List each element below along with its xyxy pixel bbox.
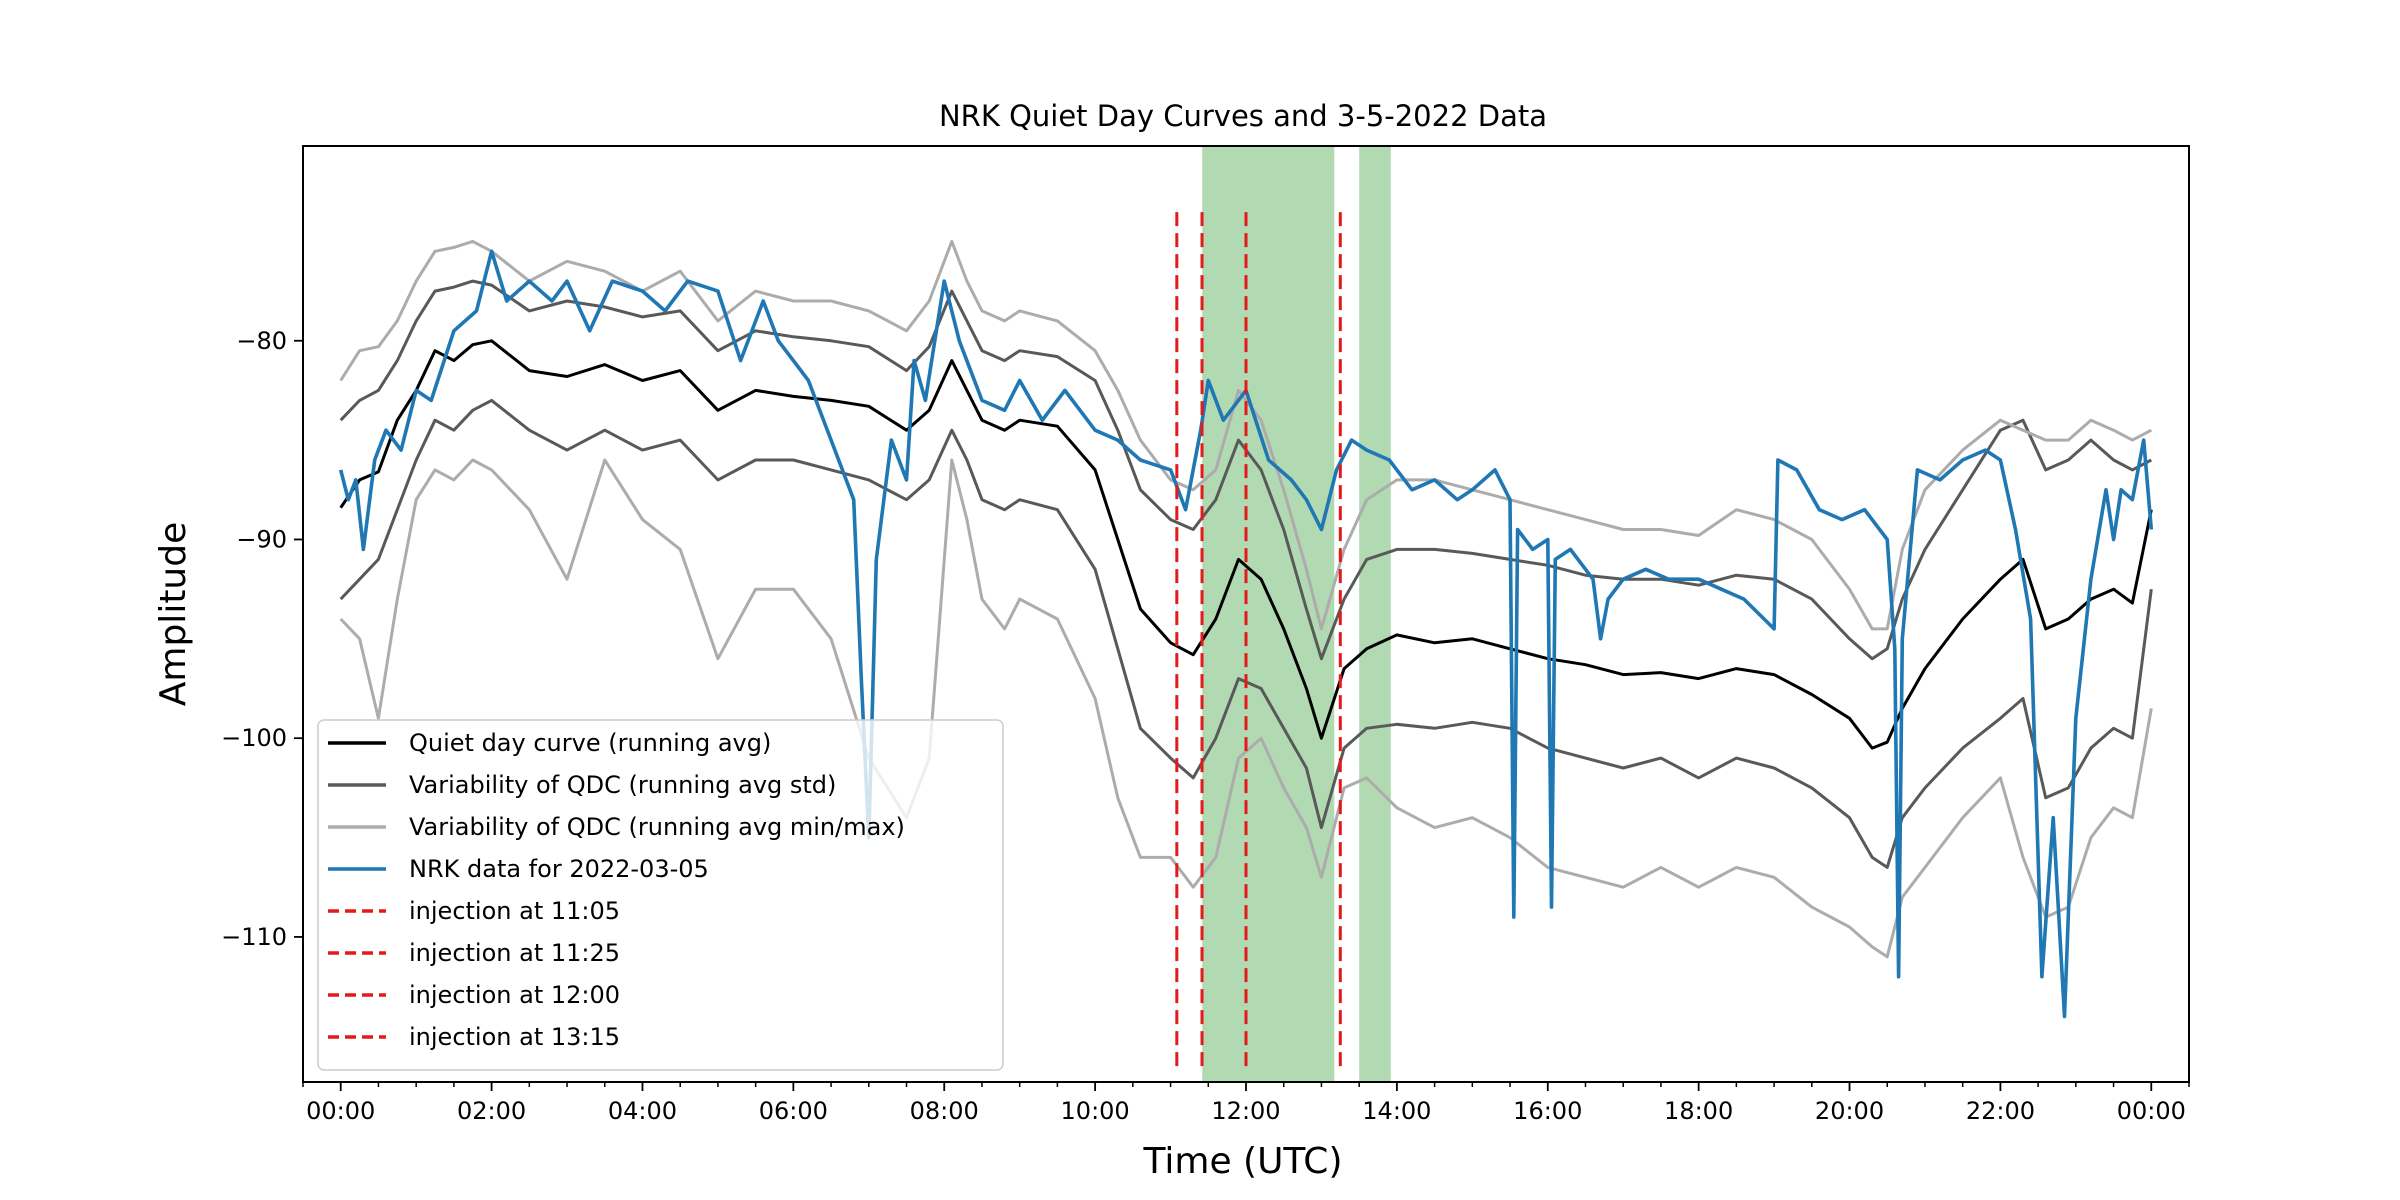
legend-label-1: Quiet day curve (running avg) [409, 729, 771, 757]
x-tick-label: 06:00 [759, 1097, 828, 1125]
legend: Quiet day curve (running avg) Variability… [317, 719, 1004, 1071]
x-axis-label: Time (UTC) [1142, 1141, 1342, 1182]
series-line-5 [339, 458, 2153, 959]
chart-title: NRK Quiet Day Curves and 3-5-2022 Data [939, 99, 1547, 133]
legend-label-6: injection at 11:25 [409, 939, 620, 967]
legend-label-2: Variability of QDC (running avg std) [409, 771, 836, 799]
x-tick-label: 00:00 [2117, 1097, 2186, 1125]
legend-box [317, 719, 1004, 1071]
x-tick-label: 20:00 [1815, 1097, 1884, 1125]
injection-lines [1175, 205, 1342, 1067]
y-tick-label: −100 [221, 724, 287, 752]
y-axis-label: Amplitude [153, 522, 194, 706]
x-tick-label: 16:00 [1513, 1097, 1582, 1125]
x-tick-label: 14:00 [1362, 1097, 1431, 1125]
series-line-2 [339, 279, 2152, 661]
y-tick-label: −80 [236, 327, 287, 355]
y-axis: −110 −100 −90 −80 [221, 327, 303, 951]
x-tick-label: 04:00 [608, 1097, 677, 1125]
x-tick-label: 08:00 [910, 1097, 979, 1125]
shaded-intervals [1202, 146, 1391, 1082]
shaded-interval-1 [1202, 146, 1335, 1082]
series-line-4 [339, 239, 2152, 631]
x-tick-label: 02:00 [457, 1097, 526, 1125]
series-line-3 [339, 398, 2153, 869]
x-tick-label: 10:00 [1061, 1097, 1130, 1125]
x-tick-label: 00:00 [306, 1097, 375, 1125]
y-tick-label: −110 [221, 923, 287, 951]
series-line-1 [339, 339, 2153, 750]
legend-label-3: Variability of QDC (running avg min/max) [409, 813, 905, 841]
y-tick-label: −90 [236, 525, 287, 553]
x-tick-label: 12:00 [1211, 1097, 1280, 1125]
x-tick-label: 22:00 [1966, 1097, 2035, 1125]
shaded-interval-2 [1359, 146, 1391, 1082]
series-lines [338, 239, 2154, 1019]
legend-label-8: injection at 13:15 [409, 1023, 620, 1051]
x-axis: 00:00 02:00 04:00 06:00 08:00 10:00 12:00 14:00… [302, 1082, 2190, 1125]
series-line-6 [338, 249, 2154, 1019]
legend-label-4: NRK data for 2022-03-05 [409, 855, 709, 883]
x-tick-label: 18:00 [1664, 1097, 1733, 1125]
legend-label-7: injection at 12:00 [409, 981, 620, 1009]
legend-label-5: injection at 11:05 [409, 897, 620, 925]
